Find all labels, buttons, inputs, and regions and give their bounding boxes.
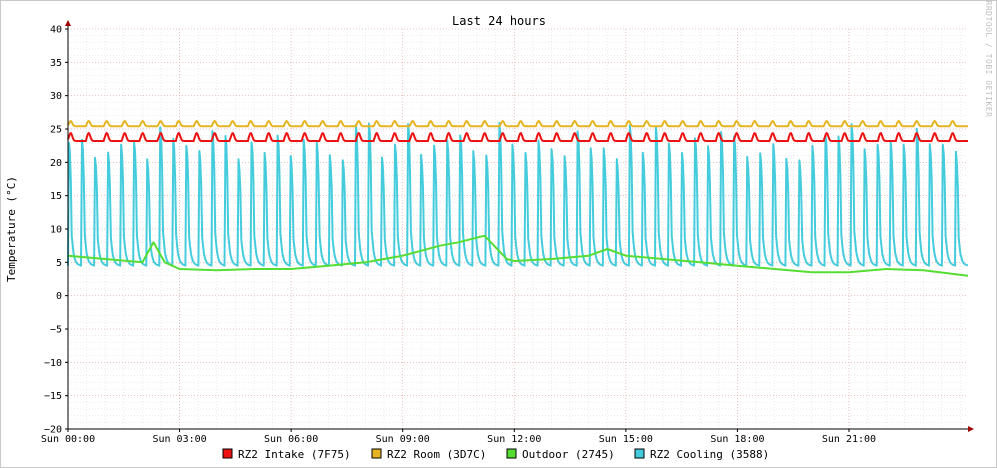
- legend-label: Outdoor (2745): [522, 448, 615, 461]
- x-tick-label: Sun 03:00: [152, 434, 206, 445]
- y-tick-label: −20: [44, 425, 62, 436]
- y-axis-label: Temperature (°C): [5, 176, 18, 282]
- y-tick-label: 30: [50, 91, 62, 102]
- y-tick-label: 15: [50, 191, 62, 202]
- y-tick-label: 0: [56, 291, 62, 302]
- series-line: [67, 120, 969, 128]
- y-axis-arrow: [65, 20, 71, 26]
- x-tick-label: Sun 00:00: [41, 434, 95, 445]
- y-tick-label: 25: [50, 125, 62, 136]
- legend-swatch: [222, 448, 233, 459]
- x-tick-label: Sun 06:00: [264, 434, 318, 445]
- y-tick-label: −15: [44, 391, 62, 402]
- series-line: [67, 121, 969, 267]
- y-tick-label: 20: [50, 158, 62, 169]
- legend-label: RZ2 Intake (7F75): [238, 448, 351, 461]
- series-line: [67, 132, 969, 142]
- y-tick-label: 10: [50, 225, 62, 236]
- legend-swatch: [634, 448, 645, 459]
- x-tick-label: Sun 12:00: [487, 434, 541, 445]
- y-tick-label: −5: [50, 325, 62, 336]
- x-tick-label: Sun 21:00: [822, 434, 876, 445]
- y-tick-label: −10: [44, 358, 62, 369]
- legend-swatch: [371, 448, 382, 459]
- x-axis-arrow: [968, 426, 974, 432]
- y-tick-label: 35: [50, 58, 62, 69]
- watermark: RRDTOOL / TOBI OETIKER: [984, 1, 993, 117]
- y-tick-label: 5: [56, 258, 62, 269]
- legend-swatch: [506, 448, 517, 459]
- x-tick-label: Sun 09:00: [376, 434, 430, 445]
- legend-label: RZ2 Cooling (3588): [650, 448, 769, 461]
- series-line: [67, 234, 969, 277]
- x-tick-label: Sun 15:00: [599, 434, 653, 445]
- legend: RZ2 Intake (7F75) RZ2 Room (3D7C) Outdoor …: [222, 448, 769, 461]
- x-tick-label: Sun 18:00: [710, 434, 764, 445]
- series-area: [67, 120, 969, 277]
- chart-title: Last 24 hours: [452, 14, 546, 28]
- legend-label: RZ2 Room (3D7C): [387, 448, 486, 461]
- y-tick-label: 40: [50, 25, 62, 36]
